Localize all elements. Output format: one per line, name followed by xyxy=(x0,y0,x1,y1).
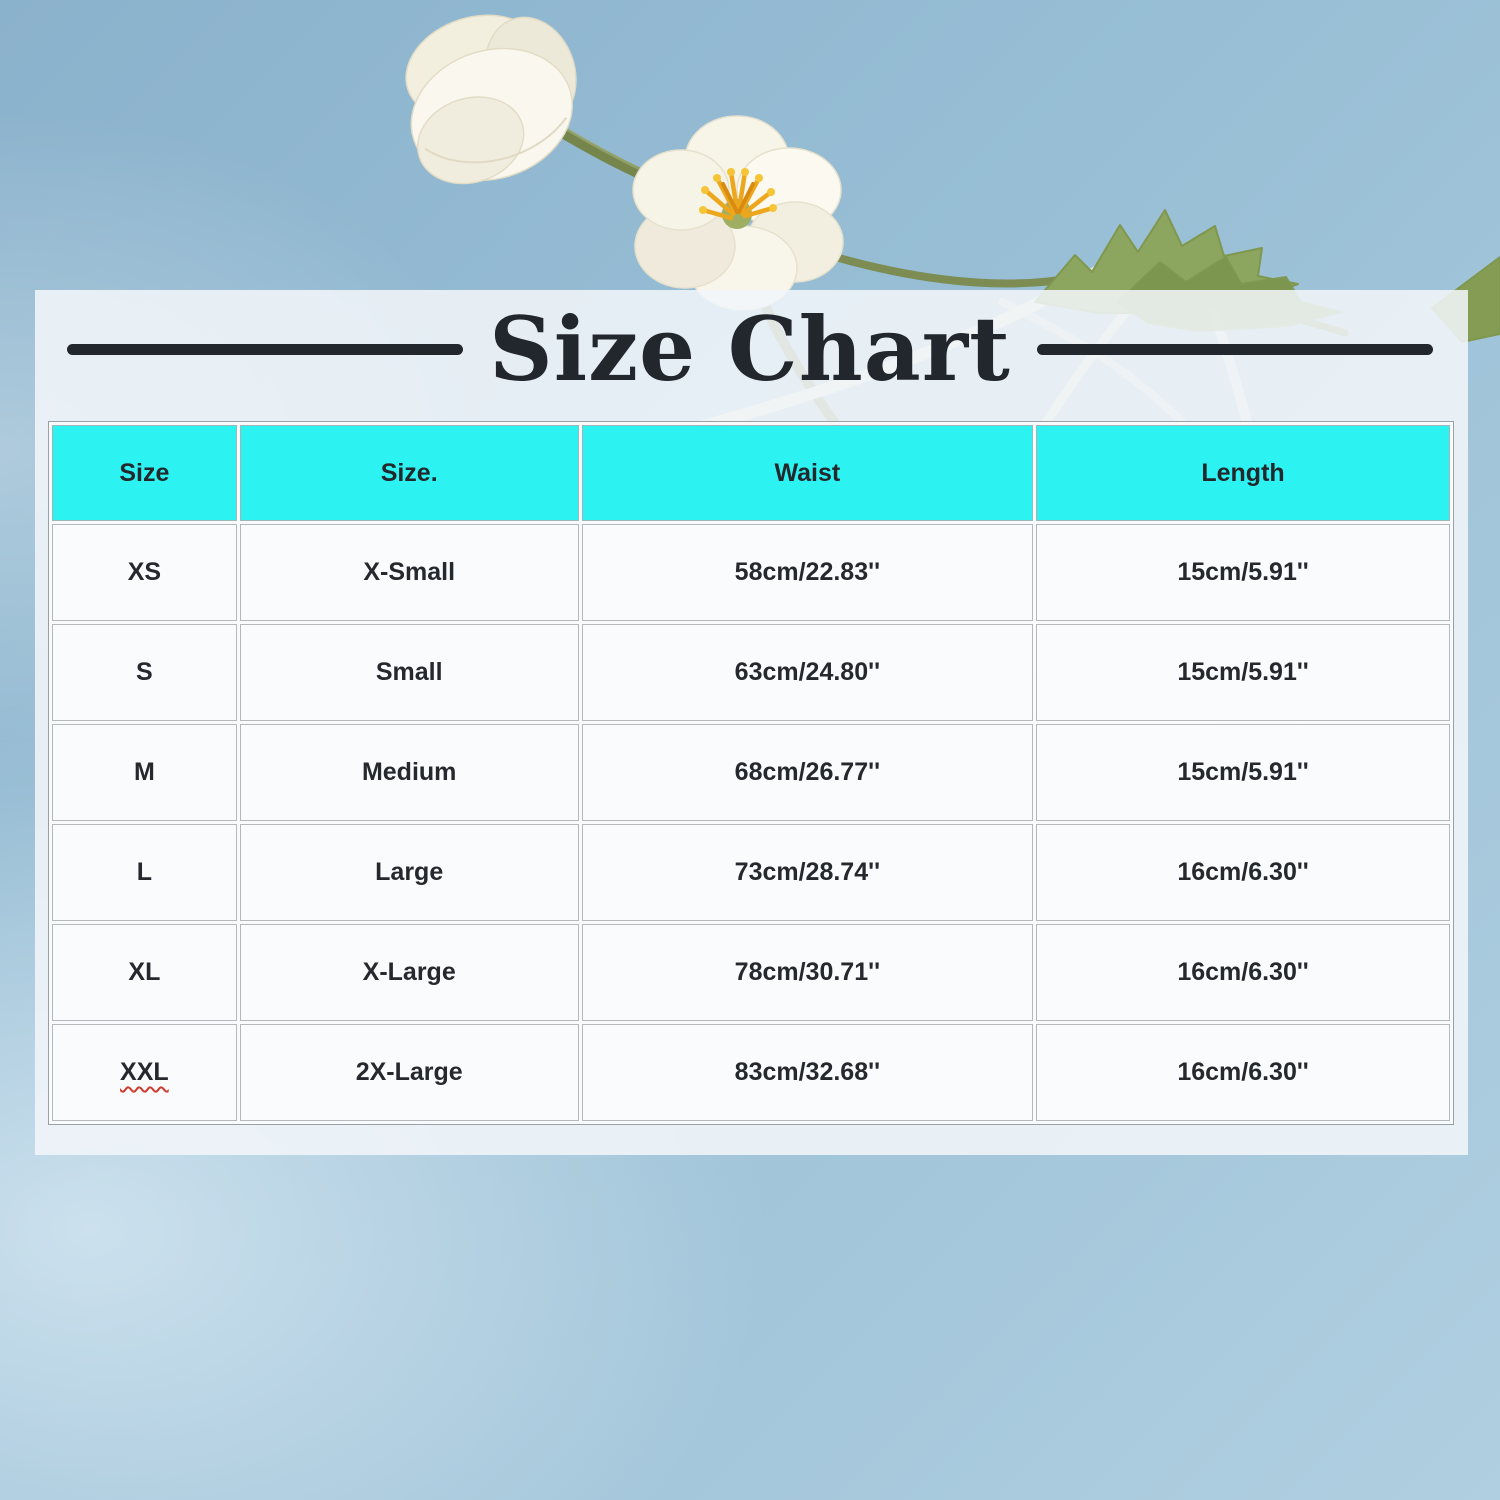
column-header-text: Length xyxy=(1201,458,1285,487)
cell-waist: 73cm/28.74'' xyxy=(581,824,1034,921)
table-row: L Large 73cm/28.74'' 16cm/6.30'' xyxy=(52,824,1450,921)
column-header-text: Size xyxy=(119,458,170,487)
cell-size-label: X-Small xyxy=(239,524,579,621)
cell-text: S xyxy=(136,658,153,686)
cell-waist: 78cm/30.71'' xyxy=(581,924,1034,1021)
table-row: M Medium 68cm/26.77'' 15cm/5.91'' xyxy=(52,724,1450,821)
cell-text: XXL xyxy=(120,1058,169,1086)
cell-text: L xyxy=(136,858,152,886)
cell-size: XS xyxy=(52,524,237,621)
white-poppy-flower-open xyxy=(632,115,844,311)
column-header-length: Length xyxy=(1036,425,1450,521)
table-row: S Small 63cm/24.80'' 15cm/5.91'' xyxy=(52,624,1450,721)
cell-size: M xyxy=(52,724,237,821)
size-table-header: Size Size. Waist Length xyxy=(52,425,1450,521)
cell-length: 16cm/6.30'' xyxy=(1036,824,1450,921)
column-header-waist: Waist xyxy=(581,425,1034,521)
cell-waist: 68cm/26.77'' xyxy=(581,724,1034,821)
cell-text: 63cm/24.80'' xyxy=(734,658,881,686)
cell-text: 16cm/6.30'' xyxy=(1177,858,1309,886)
column-header-size: Size xyxy=(52,425,237,521)
cell-length: 15cm/5.91'' xyxy=(1036,724,1450,821)
header-row: Size Size. Waist Length xyxy=(52,425,1450,521)
cell-text: M xyxy=(133,758,155,786)
cell-size-label: Medium xyxy=(239,724,579,821)
title-row: Size Chart xyxy=(0,294,1500,404)
cell-text: X-Small xyxy=(363,558,456,586)
cell-text: 15cm/5.91'' xyxy=(1177,758,1309,786)
table-row: XL X-Large 78cm/30.71'' 16cm/6.30'' xyxy=(52,924,1450,1021)
cell-waist: 63cm/24.80'' xyxy=(581,624,1034,721)
cell-length: 15cm/5.91'' xyxy=(1036,524,1450,621)
cell-size: XXL xyxy=(52,1024,237,1121)
cell-text: XL xyxy=(128,958,161,986)
size-table: Size Size. Waist Length XS X-Small 58cm/22.83… xyxy=(48,421,1454,1125)
cell-text: XS xyxy=(127,558,162,586)
cell-length: 16cm/6.30'' xyxy=(1036,1024,1450,1121)
cell-text: 16cm/6.30'' xyxy=(1177,958,1309,986)
cell-text: Medium xyxy=(361,758,457,786)
cell-length: 15cm/5.91'' xyxy=(1036,624,1450,721)
cell-size-label: Large xyxy=(239,824,579,921)
cell-size: S xyxy=(52,624,237,721)
column-header-text: Waist xyxy=(774,458,841,487)
column-header-text: Size. xyxy=(380,458,438,487)
cell-waist: 58cm/22.83'' xyxy=(581,524,1034,621)
cell-text: 58cm/22.83'' xyxy=(734,558,881,586)
title-rule-left xyxy=(67,343,464,355)
cell-text: 2X-Large xyxy=(355,1058,463,1086)
cell-length: 16cm/6.30'' xyxy=(1036,924,1450,1021)
cell-text: 73cm/28.74'' xyxy=(734,858,881,886)
cell-text: 16cm/6.30'' xyxy=(1177,1058,1309,1086)
cell-text: 15cm/5.91'' xyxy=(1177,658,1309,686)
table-row: XXL 2X-Large 83cm/32.68'' 16cm/6.30'' xyxy=(52,1024,1450,1121)
cell-size-label: X-Large xyxy=(239,924,579,1021)
cell-size: L xyxy=(52,824,237,921)
cell-size: XL xyxy=(52,924,237,1021)
cell-text: Small xyxy=(375,658,443,686)
cell-text: 68cm/26.77'' xyxy=(734,758,881,786)
cell-size-label: Small xyxy=(239,624,579,721)
table-row: XS X-Small 58cm/22.83'' 15cm/5.91'' xyxy=(52,524,1450,621)
size-table-body: XS X-Small 58cm/22.83'' 15cm/5.91'' S Small 63… xyxy=(52,524,1450,1121)
title-rule-right xyxy=(1036,343,1433,355)
cell-text: 78cm/30.71'' xyxy=(734,958,881,986)
column-header-size: Size. xyxy=(239,425,579,521)
page-title: Size Chart xyxy=(489,297,1011,401)
cell-text: 15cm/5.91'' xyxy=(1177,558,1309,586)
cell-size-label: 2X-Large xyxy=(239,1024,579,1121)
cell-text: 83cm/32.68'' xyxy=(734,1058,881,1086)
cell-text: X-Large xyxy=(362,958,456,986)
cell-text: Large xyxy=(375,858,444,886)
white-poppy-flower-side xyxy=(405,14,577,185)
cell-waist: 83cm/32.68'' xyxy=(581,1024,1034,1121)
